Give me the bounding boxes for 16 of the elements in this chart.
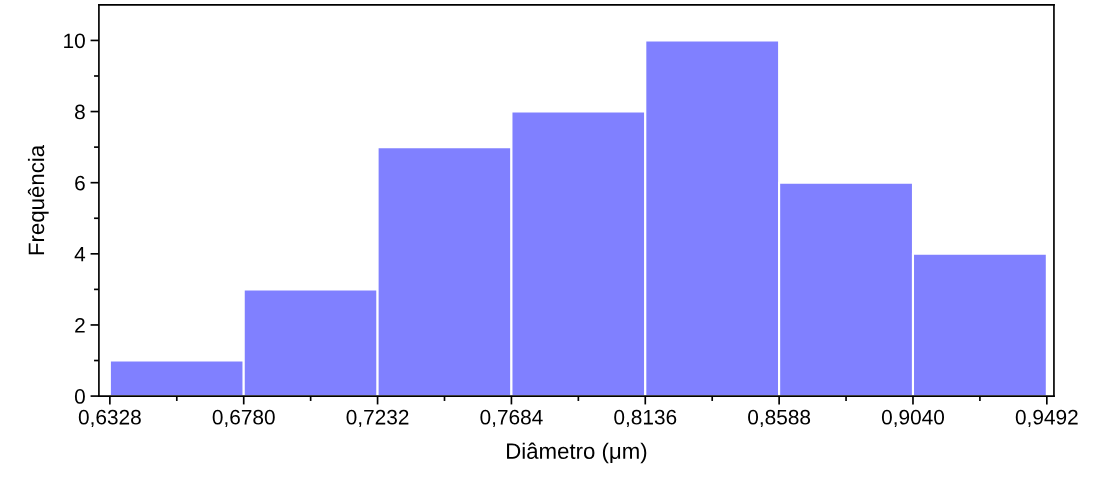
x-tick-label: 0,6328 — [78, 409, 141, 428]
x-tick-label: 0,7684 — [480, 409, 543, 428]
y-tick-label: 8 — [75, 104, 85, 120]
y-tick-label: 6 — [75, 175, 85, 191]
x-tick-label: 0,9492 — [1015, 409, 1078, 428]
x-tick-label: 0,6780 — [212, 409, 275, 428]
y-axis-title: Frequência — [27, 144, 49, 255]
x-axis-title: Diâmetro (μm) — [507, 442, 647, 464]
x-tick-label: 0,8136 — [614, 409, 677, 428]
y-tick-label: 10 — [64, 33, 85, 49]
y-tick-label: 4 — [74, 247, 86, 262]
x-tick-label: 0,9040 — [881, 409, 945, 428]
x-tick-label: 0,7232 — [346, 409, 409, 428]
y-tick-label: 0 — [74, 389, 85, 404]
x-tick-label: 0,8588 — [748, 409, 811, 428]
y-tick-label: 2 — [75, 317, 85, 333]
